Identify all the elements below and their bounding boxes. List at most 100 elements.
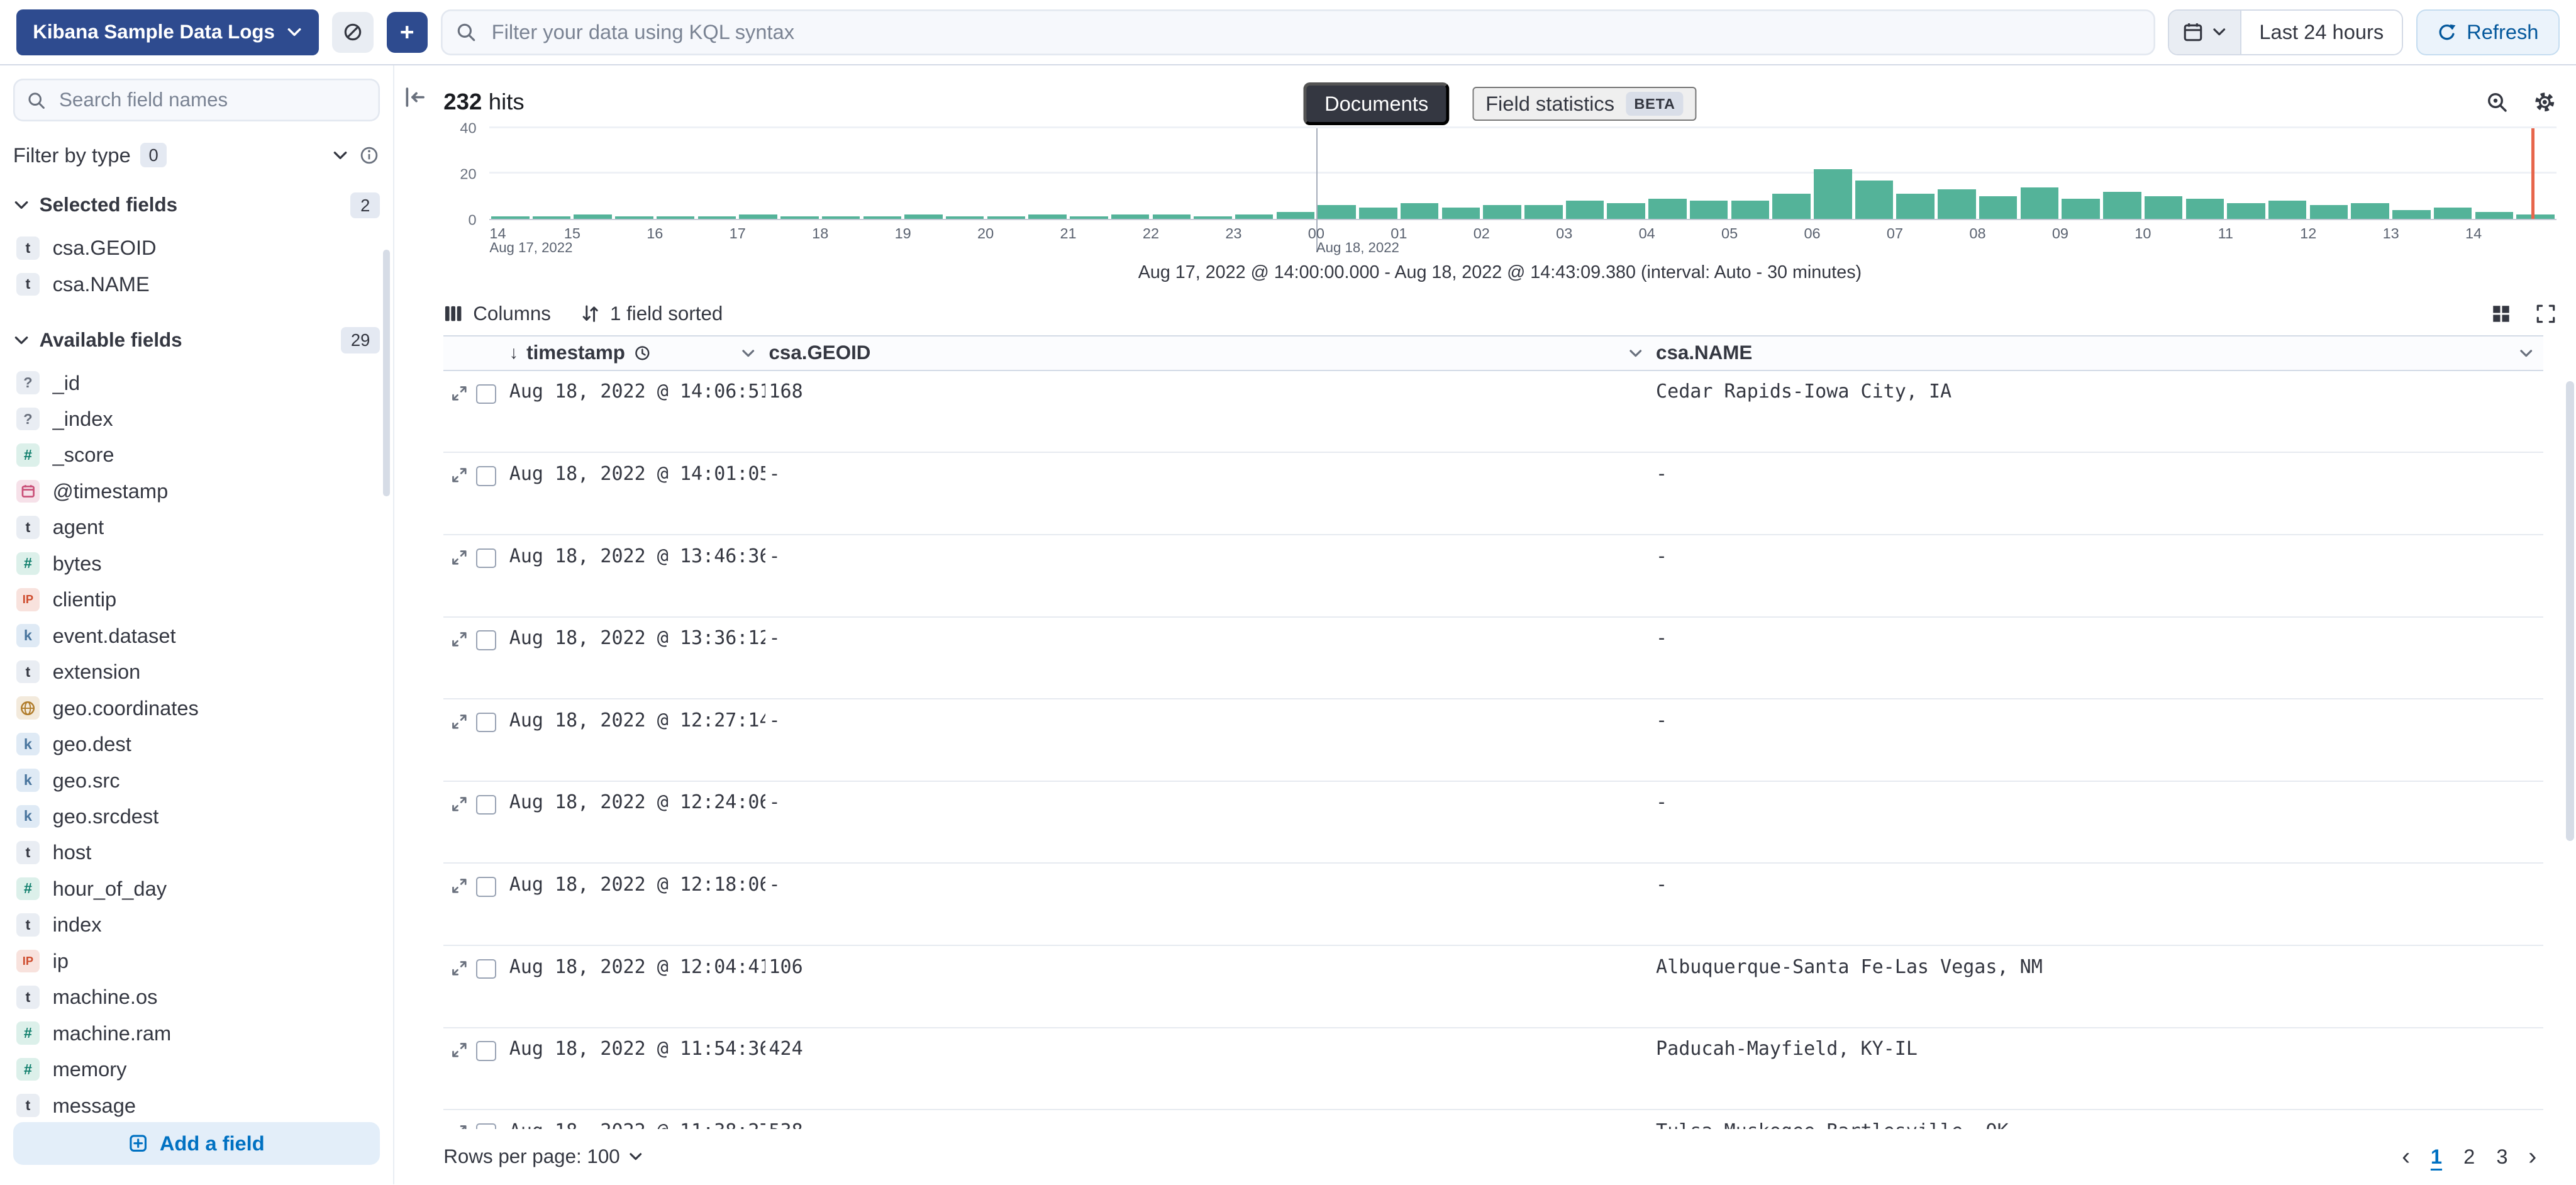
histogram-bar[interactable] (491, 216, 530, 220)
timestamp-cell[interactable]: Aug 18, 2022 @ 12:24:06.875 (509, 791, 766, 814)
name-cell[interactable]: - (1656, 709, 1668, 732)
histogram-bar[interactable] (2433, 207, 2472, 220)
histogram-bar[interactable] (863, 216, 901, 220)
expand-row-icon[interactable] (450, 466, 469, 484)
expand-row-icon[interactable] (450, 630, 469, 648)
grid-header-timestamp[interactable]: ↓ timestamp (506, 337, 766, 370)
histogram-bar[interactable] (1772, 194, 1811, 220)
histogram-bar[interactable] (1070, 216, 1108, 220)
timestamp-cell[interactable]: Aug 18, 2022 @ 12:27:14.527 (509, 709, 766, 732)
field-item-memory[interactable]: # memory (13, 1051, 380, 1087)
tab-field-statistics[interactable]: Field statistics BETA (1472, 87, 1697, 121)
add-filter-button[interactable]: + (386, 11, 428, 53)
histogram-bar[interactable] (1194, 216, 1232, 220)
histogram-bar[interactable] (2309, 205, 2348, 220)
histogram-bar[interactable] (2268, 201, 2307, 220)
expand-row-icon[interactable] (450, 384, 469, 403)
expand-row-icon[interactable] (450, 877, 469, 895)
field-item-geo.dest[interactable]: k geo.dest (13, 726, 380, 762)
timestamp-cell[interactable]: Aug 18, 2022 @ 12:18:06.737 (509, 874, 766, 896)
histogram-bar[interactable] (2103, 191, 2141, 220)
name-cell[interactable]: Tulsa-Muskogee-Bartlesville, OK (1653, 1110, 2543, 1129)
field-item-_score[interactable]: # _score (13, 437, 380, 473)
histogram-chart[interactable]: 0 20 40 14 15 16 17 18 19 20 21 22 23 00 01 02 03 04 05 06… (443, 120, 2557, 257)
name-cell[interactable]: Albuquerque-Santa Fe-Las Vegas, NM (1656, 955, 2043, 978)
histogram-bar[interactable] (2185, 198, 2224, 220)
field-item-ip[interactable]: IP ip (13, 943, 380, 979)
columns-button[interactable]: Columns (443, 303, 551, 325)
field-item-geo.src[interactable]: k geo.src (13, 762, 380, 798)
field-item-_index[interactable]: ? _index (13, 401, 380, 437)
grid-header-geoid[interactable]: csa.GEOID (765, 337, 1653, 370)
chart-options-button[interactable] (2533, 91, 2557, 114)
name-cell[interactable]: Paducah-Mayfield, KY-IL (1656, 1038, 1918, 1060)
previous-page-button[interactable]: ‹ (2396, 1144, 2417, 1169)
histogram-bar[interactable] (945, 216, 984, 220)
histogram-bar[interactable] (2475, 212, 2514, 220)
inspect-button[interactable] (2485, 91, 2509, 114)
histogram-bar[interactable] (2020, 187, 2059, 220)
date-picker-menu-button[interactable] (2169, 10, 2241, 54)
expand-row-icon[interactable] (450, 1123, 469, 1129)
grid-scrollbar[interactable] (2566, 381, 2575, 842)
histogram-bar[interactable] (2227, 203, 2265, 220)
name-cell[interactable]: - (1656, 791, 1668, 814)
field-item-_id[interactable]: ? _id (13, 365, 380, 401)
histogram-bar[interactable] (1400, 203, 1439, 220)
row-checkbox[interactable] (476, 548, 496, 569)
histogram-bar[interactable] (1235, 214, 1274, 220)
field-item-extension[interactable]: t extension (13, 654, 380, 689)
sidebar-scrollbar[interactable] (383, 250, 390, 496)
row-checkbox[interactable] (476, 630, 496, 650)
geoid-cell[interactable]: - (769, 627, 780, 650)
sort-fields-button[interactable]: 1 field sorted (580, 303, 723, 325)
row-checkbox[interactable] (476, 713, 496, 733)
histogram-bar[interactable] (780, 216, 819, 220)
fullscreen-button[interactable] (2535, 303, 2557, 325)
geoid-cell[interactable]: 168 (769, 381, 803, 403)
histogram-bar[interactable] (1938, 189, 1976, 220)
field-search-input[interactable] (55, 87, 367, 113)
histogram-bar[interactable] (1896, 194, 1935, 220)
field-item-hour_of_day[interactable]: # hour_of_day (13, 871, 380, 906)
histogram-bar[interactable] (1689, 201, 1728, 220)
field-item-index[interactable]: t index (13, 907, 380, 943)
histogram-bar[interactable] (1979, 196, 2018, 220)
field-item-machine.ram[interactable]: # machine.ram (13, 1015, 380, 1051)
histogram-bar[interactable] (1111, 214, 1150, 220)
name-cell[interactable]: - (1656, 627, 1668, 650)
histogram-bar[interactable] (1441, 207, 1480, 220)
tab-documents[interactable]: Documents (1303, 82, 1450, 126)
histogram-bar[interactable] (1731, 201, 1770, 220)
refresh-button[interactable]: Refresh (2416, 9, 2560, 55)
histogram-bar[interactable] (1565, 201, 1604, 220)
histogram-bar[interactable] (1318, 205, 1356, 220)
page-button-3[interactable]: 3 (2485, 1142, 2518, 1172)
name-cell[interactable]: - (1656, 462, 1668, 485)
saved-query-button[interactable] (332, 11, 374, 53)
histogram-bar[interactable] (2351, 203, 2389, 220)
histogram-bar[interactable] (1483, 205, 1521, 220)
row-checkbox[interactable] (476, 877, 496, 897)
histogram-bar[interactable] (987, 216, 1026, 220)
field-item-csa.NAME[interactable]: t csa.NAME (13, 266, 380, 302)
display-density-button[interactable] (2490, 303, 2512, 325)
timestamp-cell[interactable]: Aug 18, 2022 @ 11:54:36.220 (509, 1038, 766, 1060)
name-cell[interactable]: Cedar Rapids-Iowa City, IA (1656, 381, 1952, 403)
expand-row-icon[interactable] (450, 795, 469, 813)
field-item-bytes[interactable]: # bytes (13, 545, 380, 581)
geoid-cell[interactable]: - (769, 874, 780, 896)
timestamp-cell[interactable]: Aug 18, 2022 @ 13:46:36.315 (509, 545, 766, 567)
histogram-bar[interactable] (1028, 214, 1067, 220)
expand-row-icon[interactable] (450, 548, 469, 567)
geoid-cell[interactable]: - (769, 462, 780, 485)
histogram-bar[interactable] (1855, 180, 1894, 220)
data-view-picker[interactable]: Kibana Sample Data Logs (16, 9, 319, 55)
histogram-bar[interactable] (1359, 207, 1397, 220)
histogram-bar[interactable] (1648, 198, 1687, 220)
expand-row-icon[interactable] (450, 713, 469, 731)
row-checkbox[interactable] (476, 466, 496, 486)
chevron-down-icon[interactable] (2519, 346, 2534, 361)
available-fields-header[interactable]: Available fields 29 (13, 326, 380, 353)
geoid-cell[interactable]: - (769, 709, 780, 732)
